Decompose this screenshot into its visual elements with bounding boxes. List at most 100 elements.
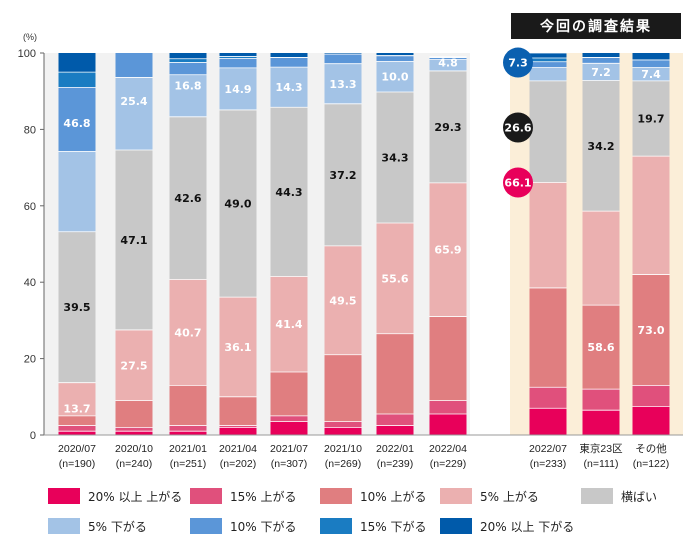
bar-segment: [270, 421, 308, 435]
value-label: 49.0: [224, 198, 251, 211]
bar-segment: [632, 67, 670, 81]
bar-segment: [219, 297, 257, 397]
legend-label: 横ばい: [621, 490, 657, 504]
bar-segment: [529, 80, 567, 183]
value-label: 37.2: [329, 169, 356, 182]
value-badge-circle: [503, 112, 533, 143]
bar-segment: [324, 354, 362, 422]
bar-segment: [58, 231, 96, 383]
bar-segment: [219, 396, 257, 426]
bar-segment: [115, 150, 153, 330]
y-unit-label: (%): [23, 32, 37, 42]
bar-segment: [582, 57, 620, 64]
bar-segment: [324, 53, 362, 55]
legend-swatch: [190, 488, 222, 504]
bar-segment: [376, 91, 414, 223]
bar-segment: [324, 103, 362, 246]
value-label: 27.5: [120, 359, 147, 372]
legend-swatch: [48, 488, 80, 504]
bar-segment: [632, 274, 670, 386]
bar-segment: [582, 63, 620, 81]
value-label: 73.0: [637, 324, 664, 337]
bar-segment: [115, 431, 153, 435]
bar-segment: [270, 57, 308, 68]
bar-segment: [632, 53, 670, 60]
legend-label: 20% 以上 下がる: [480, 519, 574, 534]
value-label: 49.5: [329, 294, 356, 307]
value-label: 34.2: [587, 140, 614, 153]
bar-segment: [429, 57, 467, 60]
bar-segment: [582, 389, 620, 411]
legend-swatch: [320, 488, 352, 504]
bar-segment: [115, 329, 153, 401]
x-category-n: (n=233): [530, 458, 566, 470]
value-label: 42.6: [174, 192, 201, 205]
value-badge-circle: [503, 47, 533, 78]
x-category-label: 2020/10: [115, 443, 153, 455]
bar-segment: [429, 182, 467, 317]
bar-segment: [582, 410, 620, 435]
bar-segment: [270, 67, 308, 108]
bar-segment: [429, 400, 467, 414]
bar-segment: [270, 276, 308, 372]
value-label: 16.8: [174, 79, 201, 92]
value-label: 40.7: [174, 326, 201, 339]
bar-segment: [582, 305, 620, 390]
bar-segment: [58, 87, 96, 152]
legend-label: 5% 上がる: [480, 489, 539, 504]
bar-segment: [529, 61, 567, 68]
value-label: 14.9: [224, 83, 251, 96]
x-category-label: 2021/10: [324, 443, 362, 455]
bar-segment: [115, 53, 153, 78]
x-category-n: (n=239): [377, 458, 413, 470]
x-category-n: (n=111): [584, 458, 619, 470]
bar-segment: [376, 55, 414, 62]
bar-segment: [270, 107, 308, 277]
bar-segment: [632, 406, 670, 435]
bar-segment: [58, 382, 96, 416]
value-label: 44.3: [275, 186, 302, 199]
highlight-label-box: [511, 13, 681, 39]
bar-segment: [58, 415, 96, 426]
value-label: 7.2: [591, 66, 611, 79]
bar-segment: [219, 109, 257, 298]
value-label: 19.7: [637, 113, 664, 126]
legend-swatch: [581, 488, 613, 504]
bar-segment: [324, 63, 362, 104]
bar-segment: [169, 279, 207, 386]
bar-segment: [632, 156, 670, 275]
x-category-n: (n=202): [220, 458, 256, 470]
value-label: 46.8: [63, 117, 90, 130]
bar-segment: [219, 53, 257, 57]
bar-segment: [270, 415, 308, 422]
x-category-label: 2021/07: [270, 443, 308, 455]
bar-segment: [429, 70, 467, 183]
legend-swatch: [190, 518, 222, 534]
x-category-label: 2021/04: [219, 443, 257, 455]
bar-segment: [632, 80, 670, 157]
legend-swatch: [440, 518, 472, 534]
bar-segment: [529, 67, 567, 81]
legend-swatch: [440, 488, 472, 504]
x-category-n: (n=251): [170, 458, 206, 470]
x-category-n: (n=240): [116, 458, 152, 470]
bar-segment: [58, 72, 96, 88]
bar-segment: [270, 371, 308, 416]
x-category-label: 2022/04: [429, 443, 467, 455]
legend-swatch: [320, 518, 352, 534]
y-tick-label: 100: [18, 48, 36, 60]
bar-segment: [169, 116, 207, 280]
legend-label: 15% 上がる: [230, 489, 297, 504]
legend-label: 10% 上がる: [360, 489, 427, 504]
bar-segment: [115, 427, 153, 432]
value-label: 66.1: [504, 176, 531, 189]
y-tick-label: 40: [24, 277, 36, 289]
bar-segment: [376, 413, 414, 426]
bar-segment: [429, 413, 467, 435]
value-label: 13.7: [63, 403, 90, 416]
bar-segment: [169, 62, 207, 75]
bar-segment: [169, 53, 207, 59]
x-category-label: 2022/07: [529, 443, 567, 455]
x-category-n: (n=269): [325, 458, 361, 470]
bar-segment: [169, 58, 207, 63]
